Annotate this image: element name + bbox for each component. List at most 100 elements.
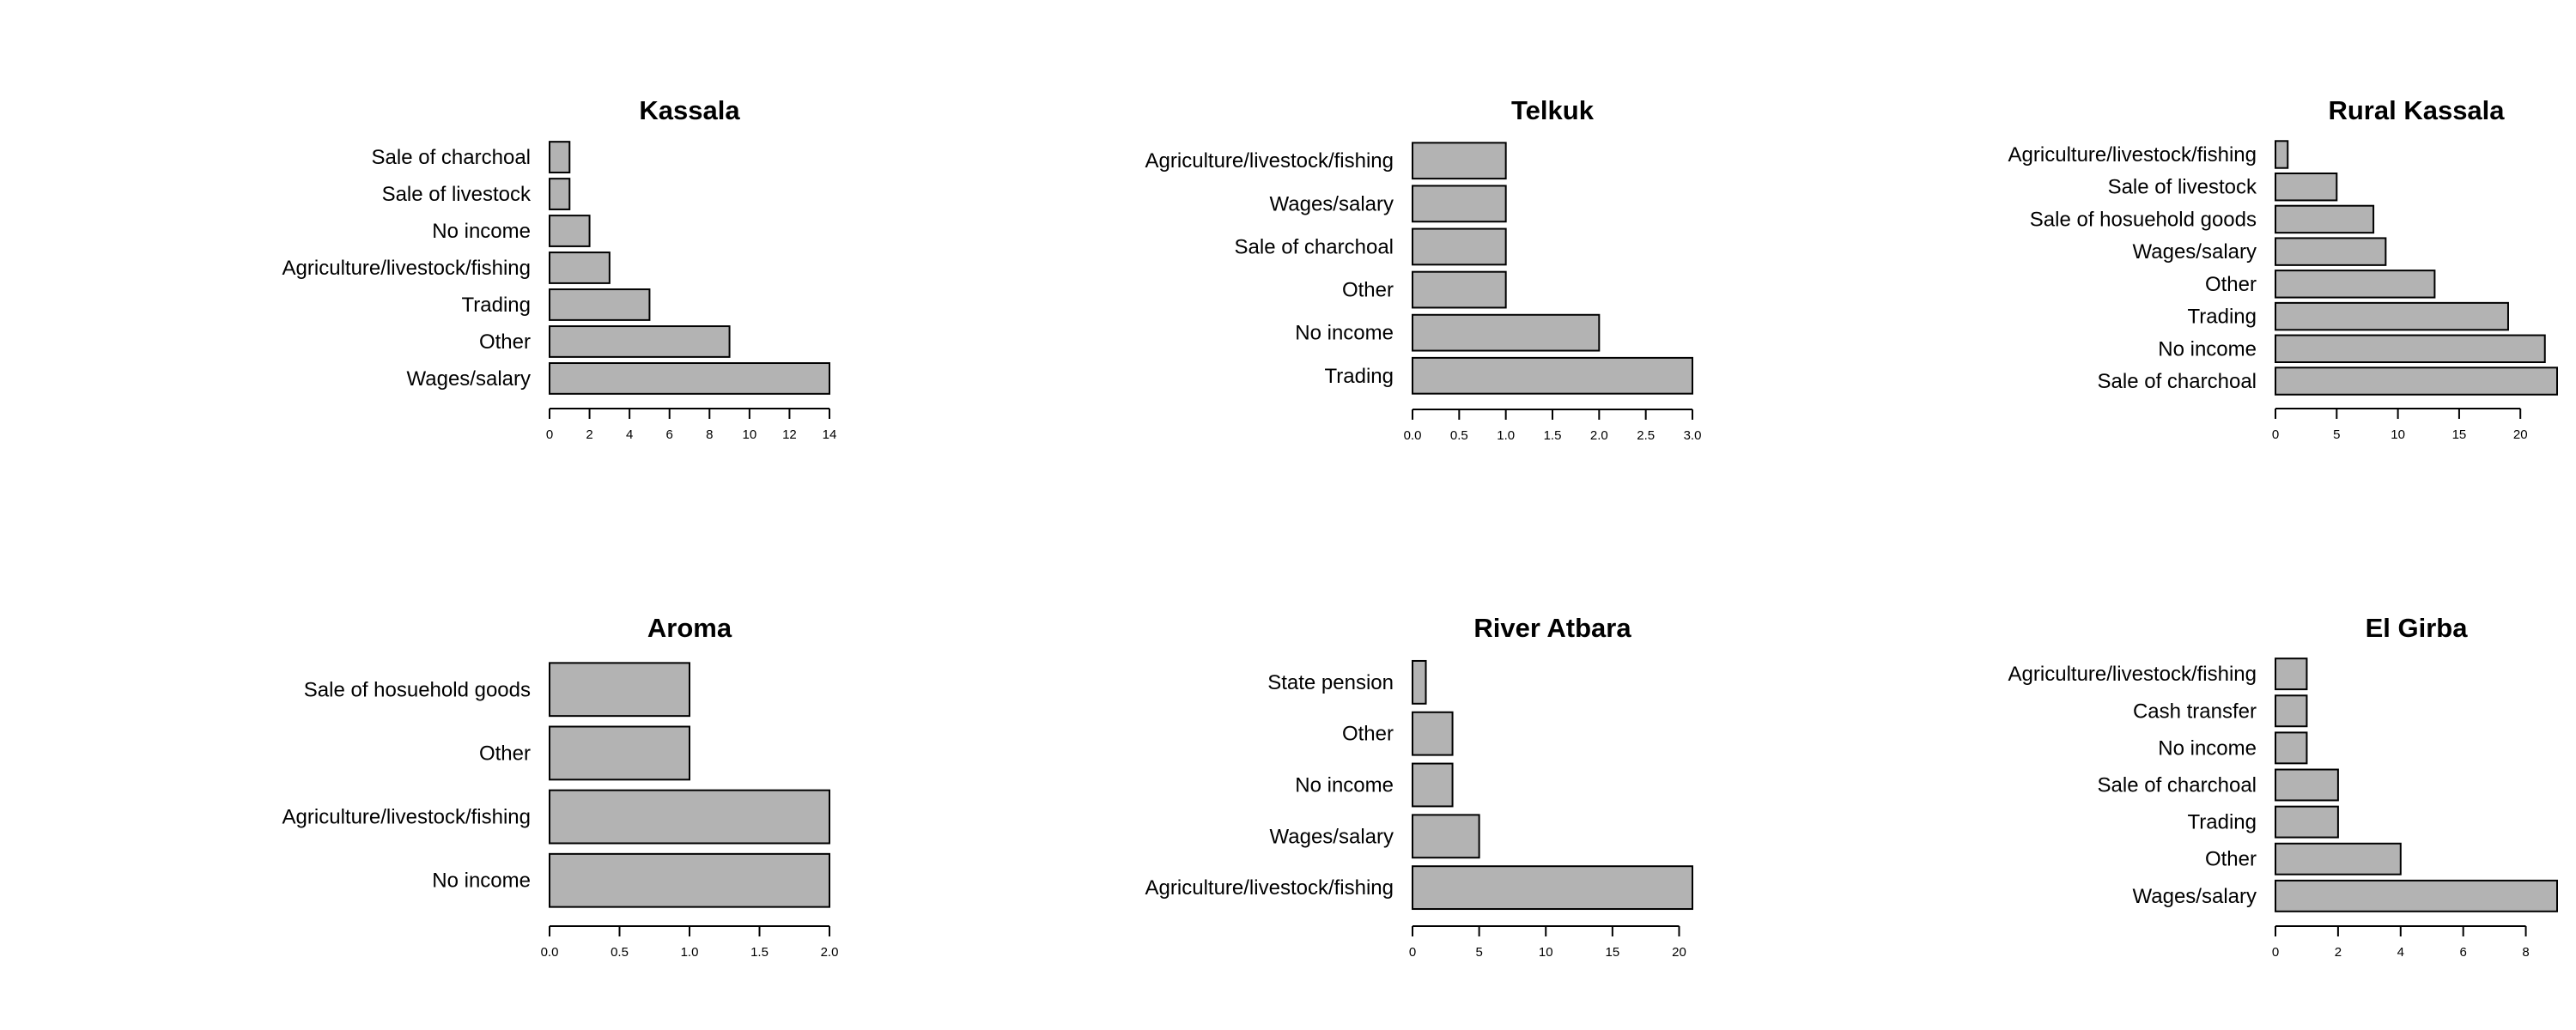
chart-river-atbara-category-label: Other	[1342, 723, 1394, 746]
chart-aroma-bar-no-income	[549, 852, 830, 908]
chart-telkuk-bar-agriculture-livestock-fishing	[1412, 142, 1507, 180]
chart-telkuk-x-tick-label: 2.5	[1637, 428, 1655, 443]
chart-kassala-category-label: Sale of charchoal	[372, 146, 531, 169]
chart-aroma-category-label: No income	[432, 869, 531, 893]
chart-aroma-bar-sale-of-hosuehold-goods	[549, 662, 690, 718]
chart-el-girba-x-tick-label: 0	[2272, 945, 2279, 960]
chart-kassala-x-tick-label: 0	[546, 427, 553, 442]
chart-kassala-x-tick-label: 2	[586, 427, 592, 442]
chart-telkuk-category-label: Wages/salary	[1270, 192, 1394, 215]
chart-aroma-category-label: Other	[479, 742, 531, 765]
chart-el-girba-bar-wages-salary	[2275, 879, 2558, 912]
chart-rural-kassala-category-label: Other	[2205, 273, 2257, 296]
chart-rural-kassala-x-tick-label: 5	[2333, 427, 2340, 442]
chart-el-girba-category-label: No income	[2158, 736, 2257, 760]
chart-el-girba-category-label: Sale of charchoal	[2098, 774, 2257, 797]
chart-kassala-x-tick-label: 10	[743, 427, 757, 442]
chart-aroma-x-tick-label: 2.0	[821, 945, 839, 960]
chart-rural-kassala: Rural Kassala Sale of charchoal No income T…	[2008, 95, 2558, 442]
chart-river-atbara-category-label: State pension	[1267, 671, 1394, 694]
chart-telkuk-x-tick-label: 1.5	[1544, 428, 1562, 443]
chart-rural-kassala-category-label: Sale of charchoal	[2098, 370, 2257, 393]
chart-rural-kassala-bar-other	[2275, 270, 2436, 299]
chart-rural-kassala-bar-sale-of-livestock	[2275, 173, 2338, 202]
chart-rural-kassala-bar-sale-of-charchoal	[2275, 367, 2558, 396]
chart-rural-kassala-title: Rural Kassala	[2328, 95, 2505, 125]
chart-el-girba-x-tick-label: 4	[2397, 945, 2404, 960]
chart-aroma-x-tick-label: 1.0	[681, 945, 699, 960]
chart-kassala-x-tick-label: 14	[823, 427, 837, 442]
chart-aroma-x-tick-label: 0.0	[541, 945, 559, 960]
chart-telkuk-category-label: No income	[1295, 322, 1394, 345]
chart-el-girba-bar-agriculture-livestock-fishing	[2275, 657, 2308, 691]
chart-rural-kassala-bar-no-income	[2275, 334, 2546, 364]
chart-rural-kassala-bar-wages-salary	[2275, 237, 2387, 266]
chart-kassala-category-label: Trading	[462, 294, 531, 317]
chart-telkuk-bar-trading	[1412, 356, 1693, 395]
chart-telkuk-bar-wages-salary	[1412, 185, 1507, 223]
chart-telkuk: Telkuk Trading No income Other Sale of charc…	[1145, 95, 1702, 443]
chart-el-girba-x-tick-label: 6	[2459, 945, 2466, 960]
chart-el-girba-bar-cash-transfer	[2275, 694, 2308, 728]
chart-telkuk-x-tick-label: 0.5	[1450, 428, 1468, 443]
chart-rural-kassala-x-tick-label: 0	[2272, 427, 2279, 442]
chart-aroma-x-tick-label: 0.5	[611, 945, 629, 960]
chart-aroma-bar-other	[549, 725, 690, 781]
chart-kassala-x-tick-label: 4	[626, 427, 633, 442]
chart-el-girba-title: El Girba	[2366, 613, 2469, 643]
chart-el-girba-category-label: Wages/salary	[2133, 885, 2257, 908]
chart-kassala-x-tick-label: 12	[782, 427, 797, 442]
chart-telkuk-category-label: Agriculture/livestock/fishing	[1145, 149, 1394, 173]
chart-kassala-x-tick-label: 6	[666, 427, 673, 442]
chart-rural-kassala-category-label: Trading	[2188, 306, 2257, 329]
chart-telkuk-x-tick-label: 2.0	[1590, 428, 1608, 443]
chart-telkuk-bar-sale-of-charchoal	[1412, 227, 1507, 266]
chart-kassala-bar-sale-of-charchoal	[549, 141, 571, 173]
chart-el-girba-x-tick-label: 8	[2522, 945, 2529, 960]
chart-telkuk-title: Telkuk	[1511, 95, 1595, 125]
chart-aroma-x-tick-label: 1.5	[750, 945, 769, 960]
chart-el-girba-bar-no-income	[2275, 731, 2308, 765]
chart-kassala-bar-no-income	[549, 215, 591, 247]
chart-el-girba-bar-trading	[2275, 805, 2339, 839]
chart-telkuk-x-tick-label: 0.0	[1404, 428, 1422, 443]
chart-rural-kassala-x-tick-label: 10	[2391, 427, 2405, 442]
chart-el-girba-category-label: Cash transfer	[2133, 700, 2257, 723]
chart-kassala-category-label: Other	[479, 330, 531, 354]
chart-telkuk-x-tick-label: 1.0	[1497, 428, 1515, 443]
chart-telkuk-bar-other	[1412, 270, 1507, 309]
chart-rural-kassala-x-tick-label: 20	[2513, 427, 2528, 442]
chart-kassala-category-label: No income	[432, 220, 531, 243]
chart-rural-kassala-x-tick-label: 15	[2452, 427, 2467, 442]
chart-el-girba: El Girba Wages/salary Other Trading Sale of …	[2008, 613, 2558, 960]
chart-rural-kassala-category-label: Sale of hosuehold goods	[2030, 208, 2257, 231]
chart-kassala-bar-trading	[549, 288, 651, 321]
chart-telkuk-category-label: Other	[1342, 279, 1394, 302]
chart-river-atbara-bar-agriculture-livestock-fishing	[1412, 865, 1693, 911]
chart-kassala-category-label: Wages/salary	[407, 367, 532, 391]
chart-telkuk-bar-no-income	[1412, 313, 1601, 352]
chart-aroma-category-label: Sale of hosuehold goods	[304, 678, 531, 701]
chart-telkuk-category-label: Trading	[1325, 365, 1394, 388]
chart-kassala-category-label: Sale of livestock	[382, 183, 532, 206]
chart-el-girba-bar-other	[2275, 842, 2402, 876]
chart-river-atbara-x-tick-label: 0	[1409, 945, 1416, 960]
chart-rural-kassala-category-label: Agriculture/livestock/fishing	[2008, 143, 2257, 167]
chart-rural-kassala-category-label: Sale of livestock	[2108, 176, 2257, 199]
chart-rural-kassala-bar-sale-of-hosuehold-goods	[2275, 204, 2375, 234]
chart-aroma-title: Aroma	[647, 613, 732, 643]
chart-kassala-bar-sale-of-livestock	[549, 178, 571, 210]
chart-river-atbara-bar-other	[1412, 711, 1454, 756]
chart-aroma: Aroma No income Agriculture/livestock/fish…	[283, 613, 839, 960]
chart-kassala-bar-other	[549, 325, 731, 358]
chart-aroma-category-label: Agriculture/livestock/fishing	[283, 806, 531, 829]
chart-river-atbara-category-label: No income	[1295, 774, 1394, 797]
chart-river-atbara-x-tick-label: 10	[1539, 945, 1553, 960]
chart-rural-kassala-bar-trading	[2275, 301, 2509, 331]
chart-river-atbara: River Atbara Agriculture/livestock/fishin…	[1145, 613, 1693, 960]
chart-kassala-title: Kassala	[639, 95, 740, 125]
chart-el-girba-bar-sale-of-charchoal	[2275, 768, 2339, 802]
chart-telkuk-x-tick-label: 3.0	[1684, 428, 1702, 443]
chart-kassala: Kassala Wages/salary Other Trading Agricultu…	[283, 95, 837, 442]
chart-river-atbara-bar-wages-salary	[1412, 814, 1480, 859]
